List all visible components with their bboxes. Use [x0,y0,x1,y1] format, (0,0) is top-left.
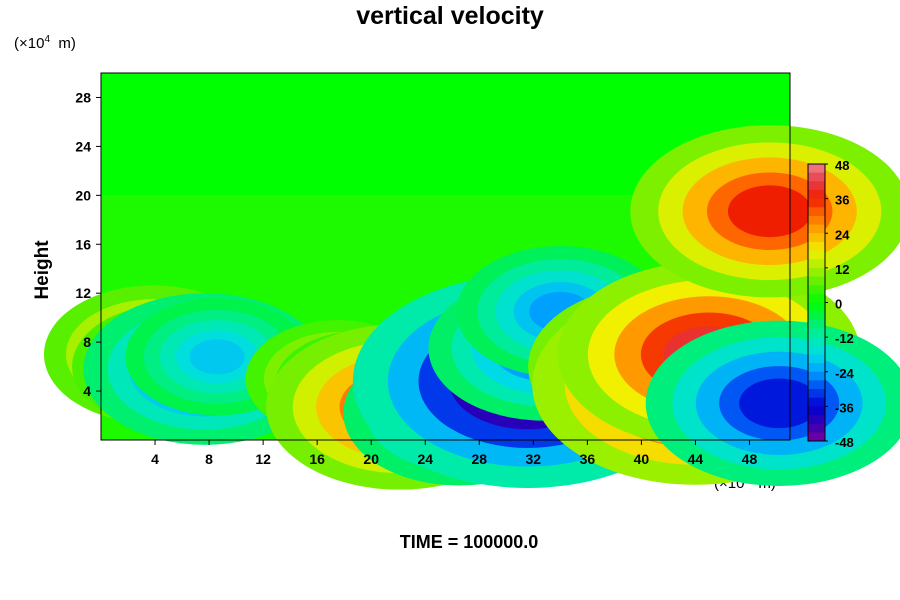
colorbar-labels: 48 36 24 12 0 -12 -24 -36 -48 [825,158,855,450]
colorbar-cell-27 [808,397,825,407]
colorbar-tick-label-48: 48 [835,158,849,173]
x-tick-label-32: 32 [526,451,542,467]
colorbar-tick-label--12: -12 [835,331,854,346]
y-unit-label: (×104 m) [14,34,76,52]
x-axis: 4 8 12 16 20 24 28 32 36 40 44 48 [151,440,757,467]
colorbar-cell-13 [808,276,825,286]
colorbar-tick-label--48: -48 [835,435,854,450]
colorbar-cell-4 [808,198,825,208]
colorbar-cell-6 [808,215,825,225]
colorbar-tick-label-36: 36 [835,193,849,208]
colorbar-tick-label-12: 12 [835,262,849,277]
y-tick-label-28: 28 [75,89,91,105]
colorbar-cell-19 [808,328,825,338]
colorbar-tick-label-24: 24 [835,227,850,242]
time-label: TIME = 100000.0 [399,532,539,552]
x-tick-label-20: 20 [363,451,379,467]
colorbar-cell-14 [808,285,825,295]
colorbar-cell-15 [808,293,825,303]
y-unit-exp: 4 [44,34,51,45]
colorbar-cell-26 [808,389,825,399]
colorbar-cell-1 [808,172,825,182]
x-tick-label-28: 28 [471,451,487,467]
feature-15 [630,125,900,298]
colorbar-cell-30 [808,423,825,433]
colorbar-cell-2 [808,181,825,191]
x-tick-label-12: 12 [255,451,271,467]
y-tick-label-4: 4 [83,383,91,399]
y-unit-base: 10 [27,35,45,52]
y-tick-label-8: 8 [83,334,91,350]
x-tick-label-36: 36 [580,451,596,467]
colorbar-cell-21 [808,345,825,355]
colorbar-cell-0 [808,164,825,174]
y-axis: 4 8 12 16 20 24 28 [75,89,101,399]
y-tick-label-24: 24 [75,138,91,154]
y-unit: m [58,35,71,52]
colorbar-cell-8 [808,233,825,243]
y-tick-label-20: 20 [75,187,91,203]
feature-3-band-4 [189,339,245,375]
colorbar-cell-22 [808,354,825,364]
x-tick-label-16: 16 [309,451,325,467]
x-tick-label-44: 44 [688,451,704,467]
feature-15-band-4 [727,185,812,238]
colorbar-cell-7 [808,224,825,234]
colorbar-cell-10 [808,250,825,260]
colorbar-tick-label-0: 0 [835,297,842,312]
x-tick-label-24: 24 [417,451,433,467]
colorbar [807,163,826,442]
colorbar-cell-17 [808,311,825,321]
colorbar-cell-23 [808,363,825,373]
chart-title: vertical velocity [356,2,544,30]
colorbar-cell-20 [808,337,825,347]
colorbar-cell-31 [808,432,825,442]
contour-field [43,73,900,490]
x-tick-label-48: 48 [742,451,758,467]
colorbar-cell-25 [808,380,825,390]
colorbar-cell-24 [808,371,825,381]
colorbar-cell-28 [808,406,825,416]
colorbar-cell-3 [808,189,825,200]
colorbar-cell-16 [808,302,825,312]
x-tick-label-40: 40 [634,451,650,467]
x-tick-label-4: 4 [151,451,159,467]
colorbar-cell-5 [808,207,825,217]
feature-14-band-4 [739,378,820,429]
colorbar-tick-label--24: -24 [835,366,855,381]
y-tick-label-16: 16 [75,236,91,252]
colorbar-cell-29 [808,415,825,425]
colorbar-tick-label--36: -36 [835,400,854,415]
colorbar-cell-12 [808,267,825,277]
plot-frame [100,72,791,441]
colorbar-cell-18 [808,319,825,329]
colorbar-cell-9 [808,241,825,251]
colorbar-cell-11 [808,259,825,269]
x-tick-label-8: 8 [205,451,213,467]
y-tick-label-12: 12 [75,285,91,301]
